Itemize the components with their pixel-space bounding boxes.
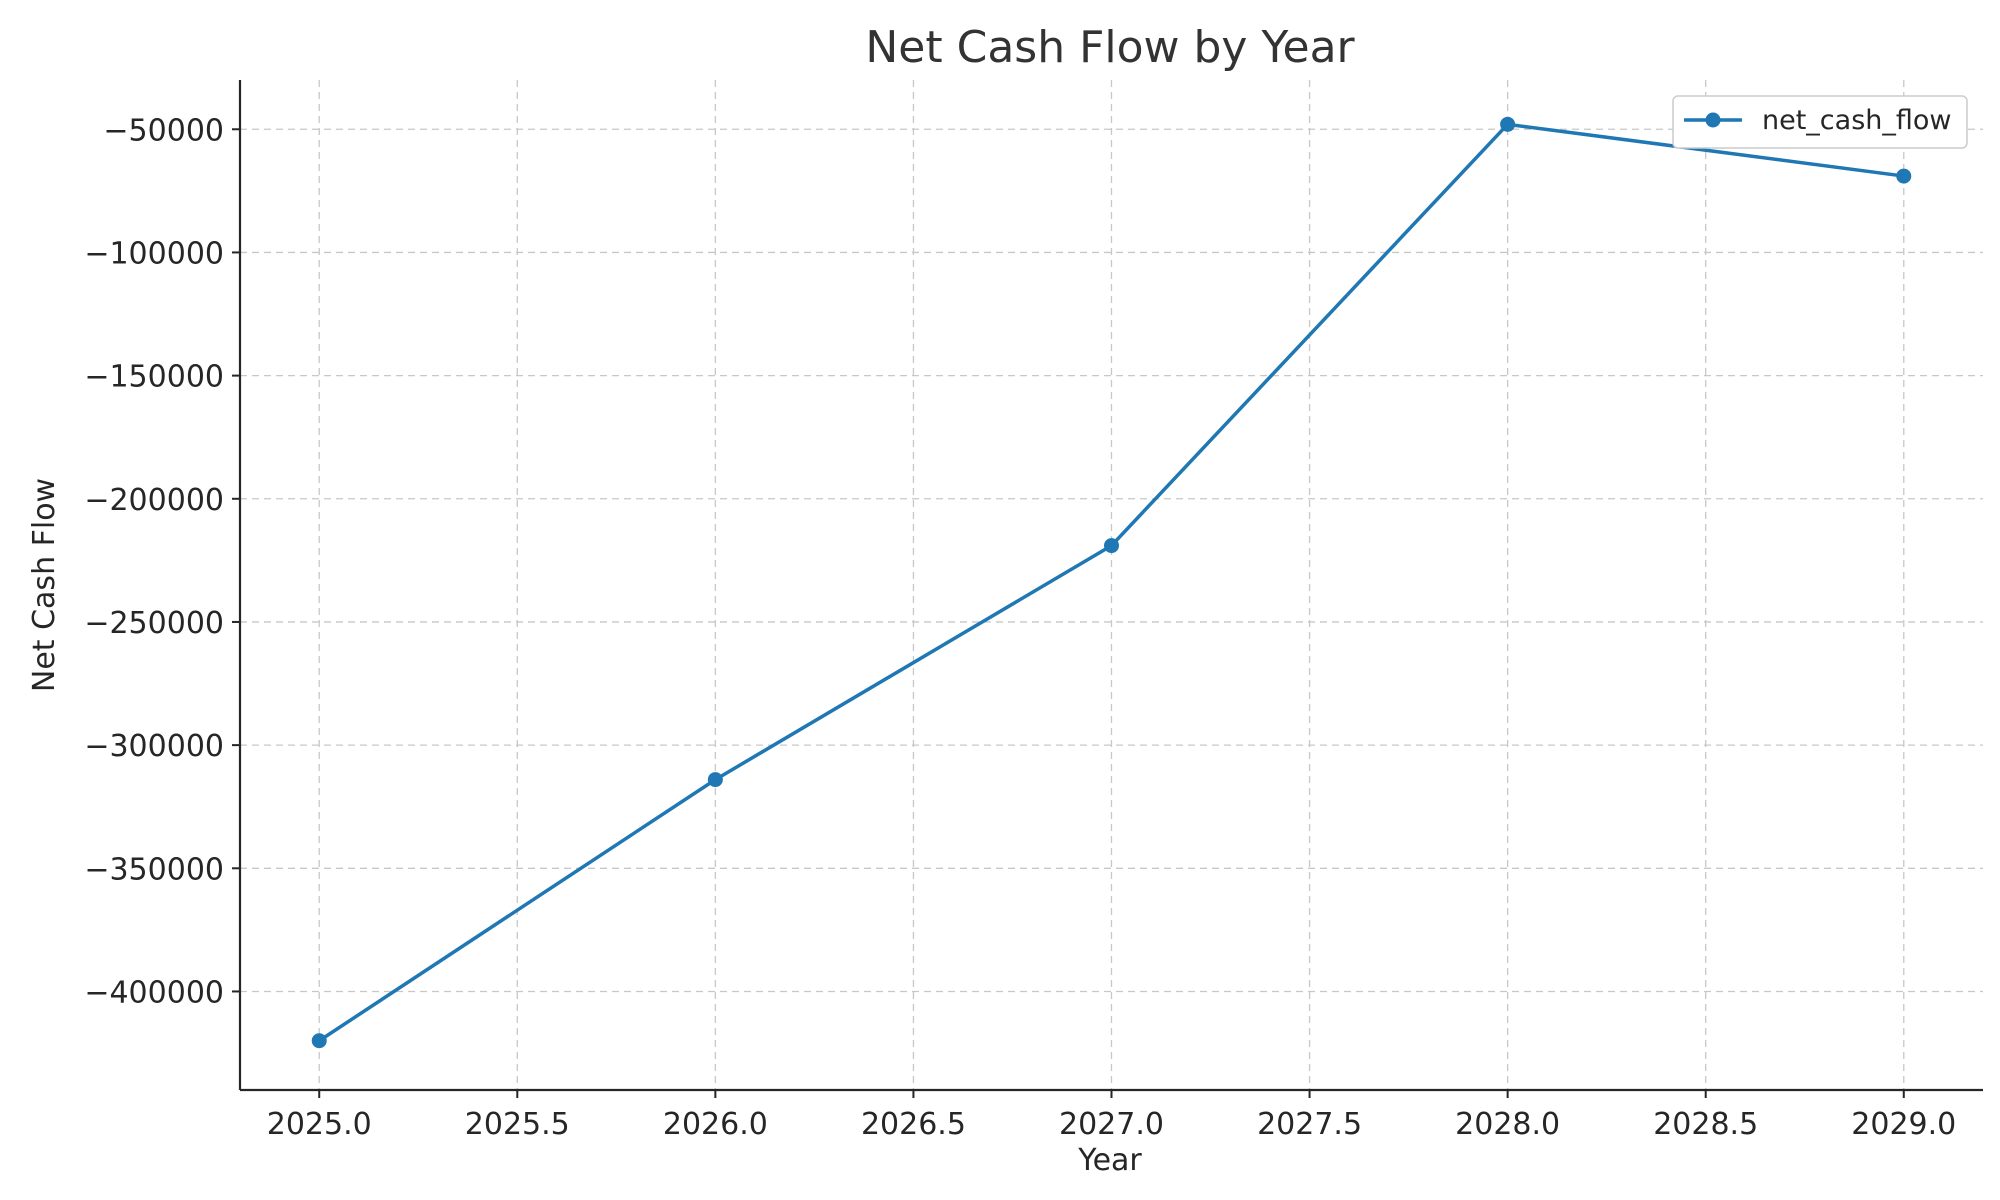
x-tick-label: 2028.0 <box>1455 1107 1560 1142</box>
x-tick-label: 2026.0 <box>663 1107 768 1142</box>
y-tick-label: −100000 <box>84 236 224 271</box>
x-tick-label: 2029.0 <box>1851 1107 1956 1142</box>
data-point <box>707 772 723 788</box>
y-axis-title: Net Cash Flow <box>27 478 62 692</box>
y-tick-label: −400000 <box>84 975 224 1010</box>
x-tick-label: 2027.0 <box>1059 1107 1164 1142</box>
legend-label: net_cash_flow <box>1762 105 1952 136</box>
grid <box>240 80 1983 1090</box>
data-point <box>1104 538 1119 554</box>
y-tick-label: −300000 <box>84 729 224 764</box>
data-point <box>1896 168 1912 184</box>
data-point <box>1500 116 1516 132</box>
y-ticks: −50000 −100000 −150000 −200000 −250000 −30000… <box>84 113 240 1010</box>
x-tick-label: 2028.5 <box>1653 1107 1758 1142</box>
chart-title: Net Cash Flow by Year <box>865 22 1355 73</box>
legend: net_cash_flow <box>1672 95 1968 149</box>
y-tick-label: −200000 <box>84 483 224 518</box>
data-point <box>311 1033 327 1049</box>
x-ticks: 2025.0 2025.5 2026.0 2026.5 2027.0 2027.5 2028… <box>267 1090 1956 1142</box>
x-tick-label: 2025.5 <box>465 1107 570 1142</box>
x-axis-title: Year <box>1077 1143 1142 1178</box>
y-tick-label: −50000 <box>103 113 224 148</box>
y-tick-label: −150000 <box>84 360 224 395</box>
y-tick-label: −250000 <box>84 606 224 641</box>
x-tick-label: 2025.0 <box>267 1107 372 1142</box>
legend-marker-swatch <box>1705 112 1721 128</box>
legend-box <box>1672 95 1968 149</box>
series <box>311 116 1912 1049</box>
x-tick-label: 2026.5 <box>861 1107 966 1142</box>
y-tick-label: −350000 <box>84 852 224 887</box>
x-tick-label: 2027.5 <box>1257 1107 1362 1142</box>
